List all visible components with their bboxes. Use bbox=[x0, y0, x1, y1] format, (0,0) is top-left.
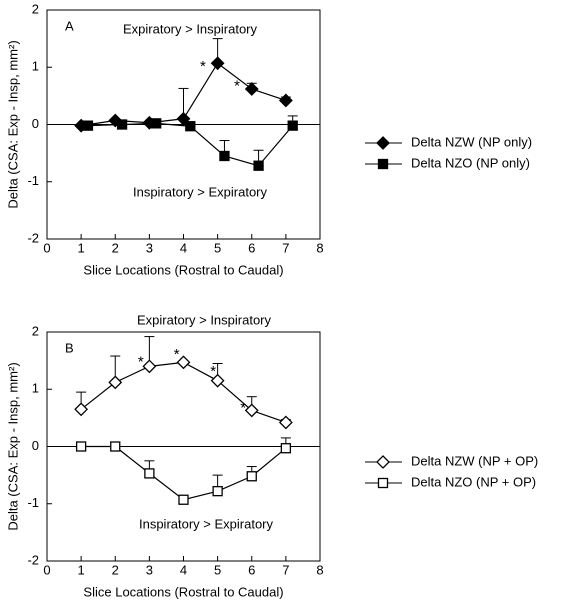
x-tick-label: 7 bbox=[282, 562, 289, 577]
data-point bbox=[75, 441, 87, 452]
x-tick-label: 1 bbox=[78, 562, 85, 577]
data-point bbox=[212, 486, 223, 497]
x-tick-label: 1 bbox=[78, 240, 85, 255]
x-tick-label: 8 bbox=[316, 240, 323, 255]
data-point bbox=[244, 403, 259, 418]
x-tick-label: 5 bbox=[214, 240, 221, 255]
y-tick-label: -2 bbox=[27, 552, 39, 567]
x-tick-label: 2 bbox=[112, 240, 119, 255]
data-point bbox=[278, 415, 293, 430]
legend-marker bbox=[377, 477, 389, 489]
legend-marker bbox=[377, 158, 389, 170]
legend-marker bbox=[376, 455, 390, 469]
x-axis-label: Slice Locations (Rostral to Caudal) bbox=[83, 262, 283, 277]
significance-mark: * bbox=[240, 400, 246, 417]
y-tick-label: -2 bbox=[27, 230, 39, 245]
legend-label: Delta NZO (NP only) bbox=[411, 155, 530, 170]
data-point bbox=[151, 118, 162, 129]
data-point bbox=[185, 121, 196, 132]
data-point bbox=[219, 150, 230, 162]
y-tick-label: 1 bbox=[32, 381, 39, 396]
data-point bbox=[116, 119, 128, 130]
x-tick-label: 7 bbox=[282, 240, 289, 255]
data-point bbox=[142, 359, 157, 374]
data-point bbox=[110, 441, 121, 452]
y-tick-label: 2 bbox=[32, 323, 39, 338]
y-tick-label: 0 bbox=[32, 116, 39, 131]
x-tick-label: 4 bbox=[180, 240, 187, 255]
x-axis-label: Slice Locations (Rostral to Caudal) bbox=[83, 584, 283, 599]
data-point bbox=[210, 56, 225, 71]
significance-mark: * bbox=[174, 346, 180, 363]
annotation: Inspiratory > Expiratory bbox=[133, 184, 268, 199]
data-point bbox=[176, 355, 191, 370]
x-tick-label: 8 bbox=[316, 562, 323, 577]
annotation: Inspiratory > Expiratory bbox=[139, 516, 274, 531]
x-tick-label: 4 bbox=[180, 562, 187, 577]
x-tick-label: 0 bbox=[43, 240, 50, 255]
y-tick-label: -1 bbox=[27, 173, 39, 188]
significance-mark: * bbox=[138, 353, 144, 370]
annotation: Expiratory > Inspiratory bbox=[137, 312, 272, 327]
annotation: Expiratory > Inspiratory bbox=[123, 21, 258, 36]
panel-label: A bbox=[65, 18, 74, 33]
y-axis-label: Delta (CSA: Exp - Insp, mm²) bbox=[5, 362, 20, 530]
data-point bbox=[144, 468, 155, 479]
data-point bbox=[246, 471, 257, 482]
x-tick-label: 0 bbox=[43, 562, 50, 577]
x-tick-label: 3 bbox=[146, 240, 153, 255]
y-tick-label: 2 bbox=[32, 1, 39, 16]
data-point bbox=[278, 93, 293, 108]
data-point bbox=[210, 373, 225, 388]
data-point bbox=[280, 443, 292, 454]
panel-label: B bbox=[65, 340, 74, 355]
legend-label: Delta NZO (NP + OP) bbox=[411, 474, 536, 489]
y-axis-label: Delta (CSA: Exp - Insp, mm²) bbox=[5, 40, 20, 208]
y-tick-label: 1 bbox=[32, 59, 39, 74]
data-point bbox=[108, 375, 123, 390]
data-point bbox=[82, 120, 94, 131]
legend-marker bbox=[376, 136, 390, 150]
data-point bbox=[74, 402, 89, 417]
x-tick-label: 3 bbox=[146, 562, 153, 577]
legend-label: Delta NZW (NP + OP) bbox=[411, 453, 538, 468]
x-tick-label: 2 bbox=[112, 562, 119, 577]
y-tick-label: -1 bbox=[27, 495, 39, 510]
legend-label: Delta NZW (NP only) bbox=[411, 134, 532, 149]
significance-mark: * bbox=[234, 78, 240, 95]
data-point bbox=[253, 160, 264, 171]
x-tick-label: 6 bbox=[248, 562, 255, 577]
x-tick-label: 6 bbox=[248, 240, 255, 255]
significance-mark: * bbox=[210, 363, 216, 380]
significance-mark: * bbox=[200, 58, 206, 75]
x-tick-label: 5 bbox=[214, 562, 221, 577]
data-point bbox=[178, 494, 189, 505]
y-tick-label: 0 bbox=[32, 438, 39, 453]
data-point bbox=[287, 120, 298, 131]
data-point bbox=[244, 82, 259, 96]
